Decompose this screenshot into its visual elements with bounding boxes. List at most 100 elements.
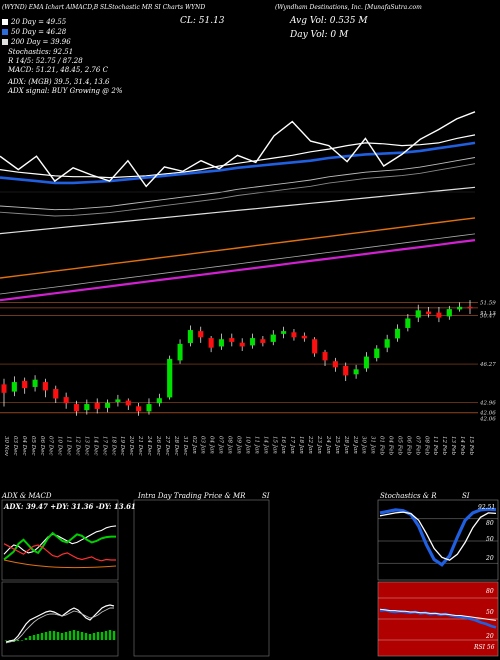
macd-histogram-bar [60, 633, 64, 640]
macd-histogram-bar [76, 631, 80, 640]
stoch-lines [378, 507, 498, 567]
candle-body [115, 399, 121, 403]
stoch-title: Stochastics & R [380, 492, 437, 500]
ema-50-swatch [2, 29, 8, 35]
stoch-level-80: 80 [486, 520, 494, 527]
rsi-series-line [379, 608, 497, 621]
candle-body [22, 380, 28, 389]
candle-body [415, 310, 421, 318]
candle-body [332, 361, 338, 368]
date-tick-label: 08 Feb [423, 436, 429, 456]
ema-legend-item: 50 Day = 46.28 [2, 27, 71, 37]
macd-histogram-bar [40, 633, 44, 640]
date-tick-label: 17 Jan [289, 436, 295, 454]
stoch-series-line [379, 511, 497, 561]
date-tick-label: 07 Dec [48, 436, 54, 456]
date-tick-label: 31 Jan [370, 436, 376, 454]
date-tick-label: 10 Dec [57, 436, 63, 456]
rsi-level-20: 20 [486, 633, 494, 640]
date-tick-label: 08 Jan [227, 436, 233, 454]
date-tick-label: 11 Dec [66, 436, 72, 456]
date-tick-label: 07 Feb [414, 436, 420, 456]
date-tick-label: 02 Jan [191, 436, 197, 454]
date-tick-label: 16 Jan [280, 436, 286, 454]
date-tick-label: 30 Jan [361, 436, 367, 454]
candle-body [94, 402, 100, 409]
price-label: 51.13 [480, 311, 496, 317]
adx-series-line [3, 531, 116, 561]
date-tick-label: 10 Jan [244, 436, 250, 454]
rsi-corner-value: RSI 56 [474, 644, 495, 651]
date-tick-label: 01 Feb [379, 436, 385, 456]
candle-body [167, 358, 173, 398]
candle-body [229, 338, 235, 342]
date-tick-label: 15 Feb [468, 436, 474, 456]
stoch-level-20: 20 [486, 555, 494, 562]
date-tick-label: 05 Feb [397, 436, 403, 456]
price-label: 46.27 [479, 362, 496, 368]
date-tick-label: 15 Jan [271, 436, 277, 454]
macd-panel-frame [1, 581, 119, 657]
candlesticks [1, 300, 473, 416]
macd-histogram-bar [52, 631, 56, 640]
date-tick-label: 17 Dec [101, 436, 107, 456]
macd-lines [4, 604, 116, 644]
candle-body [73, 404, 80, 412]
date-tick-label: 20 Dec [128, 435, 134, 456]
stoch-si: SI [462, 492, 470, 500]
ema-envelope-line [0, 157, 476, 211]
candle-body [208, 338, 214, 348]
candle-body [156, 398, 162, 404]
candle-body [239, 342, 245, 347]
macd-histogram-bar [32, 635, 36, 640]
macd-histogram-bar [92, 633, 96, 640]
macd-histogram-bar [4, 640, 8, 641]
candle-body [125, 400, 131, 406]
candle-body [353, 369, 359, 375]
adx-reference-line [3, 559, 117, 569]
date-tick-label: 25 Jan [334, 435, 340, 454]
rsi-lines [378, 597, 498, 641]
candle-body [187, 330, 193, 344]
candle-body [63, 397, 69, 404]
date-tick-label: 14 Jan [262, 436, 268, 454]
price-label: 50.47 [480, 313, 496, 319]
candle-body [457, 306, 463, 310]
stoch-level-50: 50 [486, 536, 494, 543]
date-tick-label: 24 Dec [146, 435, 152, 456]
candle-body [436, 312, 442, 318]
ticker-line: (WYND) EMA Ichart AlMACD,B SLStochastic … [2, 4, 206, 11]
price-gridlines [0, 302, 478, 414]
macd-histogram-bar [36, 634, 40, 640]
ema-20-swatch [2, 19, 8, 25]
avg-volume: Avg Vol: 0.535 M [290, 16, 368, 26]
date-tick-label: 12 Feb [441, 436, 447, 456]
ema-envelope-line [0, 163, 476, 217]
macd-histogram-bar [16, 640, 20, 641]
candle-body [249, 338, 256, 346]
ema-envelope-line [0, 239, 476, 302]
close-price: CL: 51.13 [180, 16, 225, 26]
rsi-level-80: 80 [486, 588, 494, 595]
date-tick-label: 19 Dec [119, 436, 125, 456]
candle-body [405, 318, 411, 329]
date-tick-label: 05 Dec [30, 436, 36, 456]
date-tick-label: 30 Nov [3, 436, 9, 457]
macd-histogram-bar [20, 640, 24, 641]
date-tick-label: 04 Jan [209, 436, 215, 454]
rsi-series-line [379, 608, 497, 629]
candle-body [146, 404, 152, 412]
candle-body [198, 331, 204, 338]
macd-histogram-bar [56, 632, 60, 640]
candle-body [312, 339, 318, 354]
macd-histogram-bar [100, 632, 104, 640]
adx-series-line [3, 543, 116, 562]
ema-envelope-line [0, 233, 476, 295]
price-label: 42.06 [479, 411, 496, 417]
date-tick-label: 14 Feb [459, 436, 465, 456]
candle-body [11, 382, 17, 392]
adx-value: ADX: (MGB) 39.5, 31.4, 13.6 [8, 78, 110, 86]
date-tick-label: 11 Jan [253, 436, 259, 454]
